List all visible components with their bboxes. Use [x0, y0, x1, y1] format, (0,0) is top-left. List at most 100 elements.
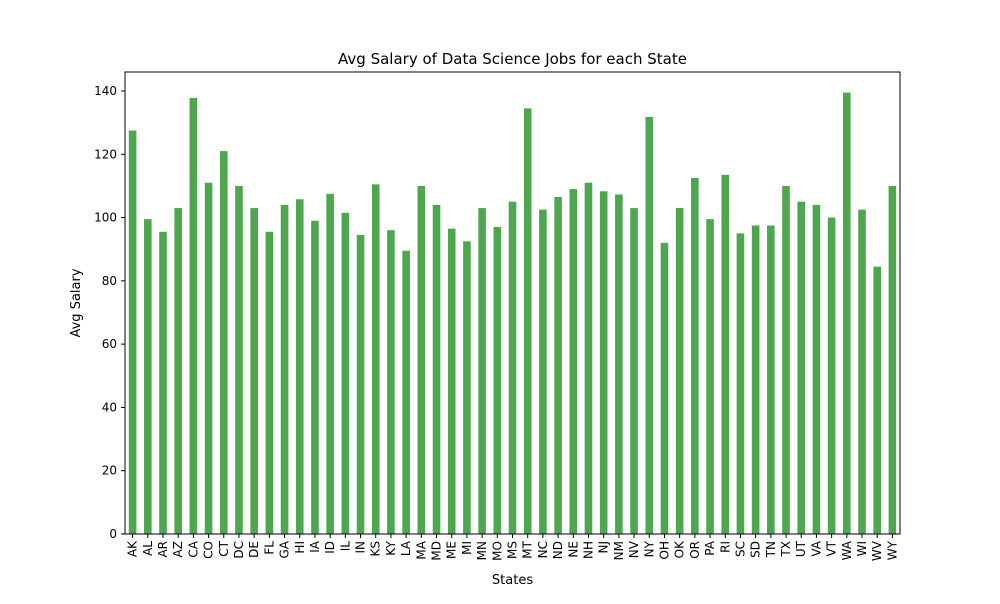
- bar-mn: [478, 208, 486, 534]
- bar-pa: [706, 219, 714, 534]
- bar-mi: [463, 241, 471, 535]
- bar-sc: [736, 233, 745, 534]
- bar-nj: [599, 191, 608, 535]
- x-tick-label: MS: [506, 541, 520, 559]
- bar-nm: [615, 194, 623, 534]
- bar-dc: [235, 185, 243, 535]
- x-tick-label: MO: [490, 541, 504, 561]
- bar-ky: [387, 230, 395, 534]
- x-tick-label: WI: [855, 541, 869, 556]
- bar-ne: [569, 189, 578, 534]
- x-tick-label: AK: [126, 540, 140, 557]
- bar-in: [356, 234, 365, 534]
- x-tick-label: NH: [581, 541, 595, 559]
- y-tick-label: 40: [102, 400, 117, 414]
- x-tick-label: OK: [673, 540, 687, 558]
- bar-al: [144, 219, 152, 534]
- bar-nc: [539, 209, 547, 534]
- bar-me: [447, 228, 456, 534]
- bar-co: [204, 182, 213, 534]
- bar-fl: [265, 231, 274, 535]
- y-axis: 0 20 40 60 80 100 120 140: [94, 84, 125, 541]
- bar-il: [341, 212, 350, 534]
- x-tick-label: MA: [414, 540, 428, 559]
- y-tick-label: 60: [102, 337, 117, 351]
- bar-ma: [417, 185, 426, 535]
- x-tick-label: AR: [156, 541, 170, 558]
- x-tick-label: IN: [354, 541, 368, 554]
- bar-nh: [584, 182, 593, 534]
- x-tick-label: DE: [247, 541, 261, 558]
- bars-layer: [128, 92, 897, 535]
- bar-ut: [797, 201, 806, 535]
- bar-ia: [311, 220, 319, 535]
- bar-nd: [554, 196, 562, 535]
- bar-mt: [523, 108, 532, 534]
- x-tick-label: VA: [809, 540, 823, 556]
- bar-hi: [295, 199, 304, 534]
- chart-title: Avg Salary of Data Science Jobs for each…: [338, 50, 687, 68]
- x-tick-label: IL: [338, 541, 352, 552]
- y-tick-label: 120: [94, 147, 117, 161]
- x-tick-label: UT: [794, 540, 808, 557]
- x-tick-label: TX: [779, 541, 793, 558]
- x-tick-label: DC: [232, 541, 246, 559]
- bar-wi: [858, 209, 866, 534]
- x-tick-label: CA: [186, 540, 200, 557]
- bar-sd: [751, 225, 760, 534]
- bar-ar: [159, 231, 167, 535]
- bar-ct: [219, 151, 228, 535]
- x-tick-label: ME: [445, 541, 459, 559]
- x-tick-label: MN: [475, 541, 489, 560]
- x-tick-label: ND: [551, 541, 565, 559]
- x-tick-label: KY: [384, 540, 398, 555]
- x-tick-label: NY: [642, 540, 656, 557]
- y-tick-label: 80: [102, 274, 117, 288]
- bar-wy: [888, 185, 897, 535]
- x-tick-label: PA: [703, 540, 717, 555]
- bar-nv: [630, 208, 638, 534]
- bar-ms: [508, 201, 517, 535]
- bar-de: [250, 208, 258, 534]
- bar-vt: [827, 217, 836, 534]
- y-tick-label: 100: [94, 211, 117, 225]
- x-tick-label: HI: [293, 541, 307, 554]
- x-axis-label: States: [492, 573, 533, 588]
- bar-tx: [782, 185, 790, 535]
- y-tick-label: 20: [102, 464, 117, 478]
- bar-wv: [873, 266, 882, 534]
- x-tick-label: FL: [262, 541, 276, 555]
- bar-az: [174, 208, 182, 534]
- x-tick-label: AL: [141, 541, 155, 556]
- x-tick-label: NC: [536, 541, 550, 558]
- bar-ak: [128, 130, 137, 535]
- x-tick-label: OR: [688, 541, 702, 559]
- bar-mo: [493, 227, 502, 535]
- x-tick-label: WV: [870, 540, 884, 561]
- x-tick-label: WA: [840, 540, 854, 560]
- x-tick-label: SC: [733, 541, 747, 557]
- x-tick-label: KS: [369, 541, 383, 557]
- x-axis: AK AL AR AZ CA CO CT DC DE FL GA HI IA ID IL IN KS KY LA MA…: [126, 534, 899, 561]
- y-tick-label: 140: [94, 84, 117, 98]
- x-tick-label: IA: [308, 540, 322, 553]
- bar-oh: [660, 242, 669, 534]
- x-tick-label: CO: [202, 541, 216, 559]
- x-tick-label: RI: [718, 541, 732, 553]
- bar-ks: [371, 184, 380, 534]
- x-tick-label: AZ: [171, 541, 185, 557]
- x-tick-label: GA: [278, 540, 292, 558]
- bar-la: [402, 250, 410, 535]
- bar-ok: [675, 208, 684, 534]
- x-tick-label: NM: [612, 541, 626, 560]
- x-tick-label: ID: [323, 541, 337, 554]
- y-tick-label: 0: [109, 527, 117, 541]
- bar-md: [432, 204, 441, 534]
- x-tick-label: NJ: [597, 541, 611, 554]
- x-tick-label: CT: [217, 540, 231, 556]
- x-tick-label: SD: [749, 541, 763, 558]
- bar-id: [326, 193, 334, 534]
- bar-ri: [721, 174, 730, 534]
